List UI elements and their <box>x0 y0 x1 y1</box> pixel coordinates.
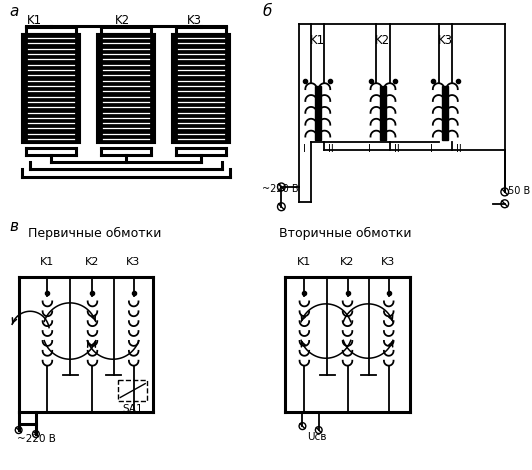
Text: K3: K3 <box>438 34 453 47</box>
Text: Первичные обмотки: Первичные обмотки <box>28 227 162 240</box>
Text: ~220 В: ~220 В <box>262 184 299 194</box>
Text: K1: K1 <box>27 14 43 27</box>
Text: K1: K1 <box>40 257 54 267</box>
Text: K3: K3 <box>186 14 202 27</box>
Text: K2: K2 <box>375 34 390 47</box>
Text: K2: K2 <box>340 257 354 267</box>
Text: Uсв: Uсв <box>307 432 327 442</box>
Text: I: I <box>368 144 371 155</box>
Text: Вторичные обмотки: Вторичные обмотки <box>279 227 412 240</box>
Text: I: I <box>303 144 306 155</box>
Bar <box>443 86 448 140</box>
Text: K3: K3 <box>126 257 140 267</box>
Text: K2: K2 <box>114 14 130 27</box>
Text: K1: K1 <box>297 257 311 267</box>
Text: ~220 В: ~220 В <box>16 434 56 444</box>
Text: II: II <box>328 144 334 155</box>
Text: II: II <box>394 144 400 155</box>
Text: в: в <box>9 219 18 235</box>
Bar <box>97 34 155 143</box>
Text: 50 В: 50 В <box>508 186 530 196</box>
Bar <box>22 34 80 143</box>
Text: K1: K1 <box>310 34 325 47</box>
Bar <box>315 86 321 140</box>
Text: II: II <box>456 144 462 155</box>
Text: SA1: SA1 <box>122 404 143 415</box>
Text: K3: K3 <box>381 257 395 267</box>
Text: б: б <box>262 4 271 19</box>
Bar <box>380 86 386 140</box>
Text: K2: K2 <box>85 257 99 267</box>
Text: a: a <box>9 4 19 19</box>
Bar <box>172 34 230 143</box>
Bar <box>118 380 147 401</box>
Text: I: I <box>430 144 434 155</box>
